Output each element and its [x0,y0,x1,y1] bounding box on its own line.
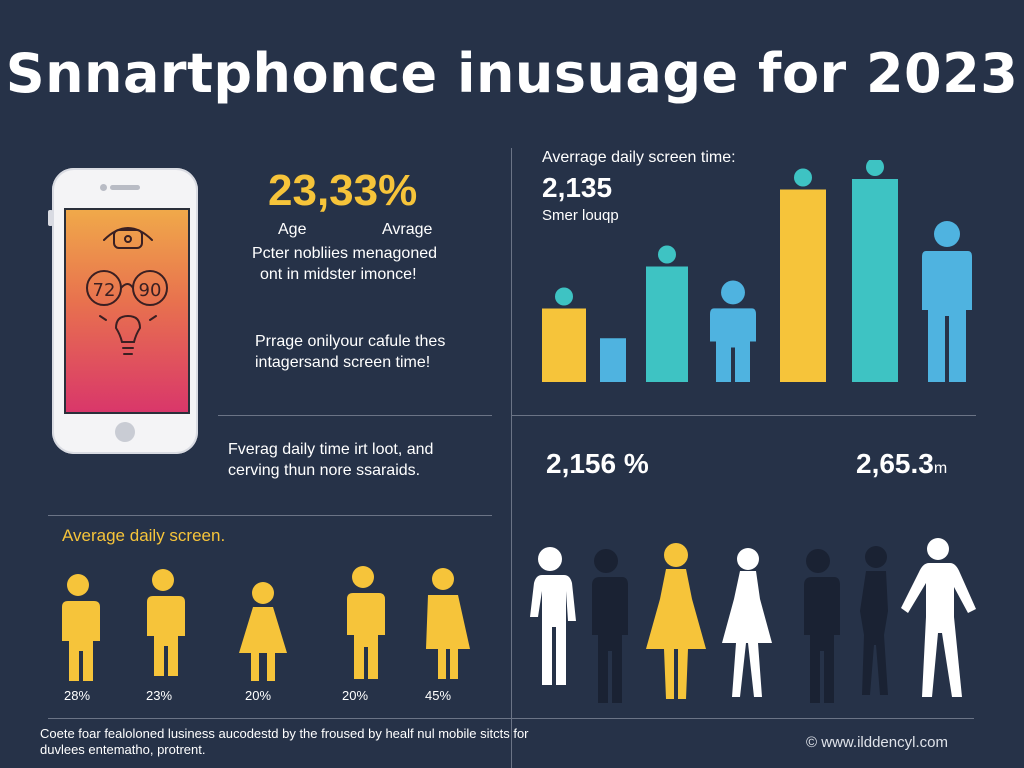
person-icon-4 [347,566,385,679]
footer-line-2: duvlees entematho, protrent. [40,742,206,757]
horizontal-divider-right-mid [512,415,976,416]
phone-number-left: 72 [93,280,116,301]
chart-bar-5 [780,189,826,382]
text-block-3-line-1: Fverag daily time irt loot, and [228,441,434,458]
bar-chart [542,160,972,382]
right-value: 2,135 [542,172,613,203]
chart-bar-2 [600,338,626,382]
people-percent-3: 20% [245,688,272,703]
silhouette-7 [901,538,976,697]
stat-right-unit: m [933,460,948,477]
phone-speaker [110,185,140,190]
chart-person-bar-7 [922,221,972,382]
text-block-2-line-2: intagersand screen time! [255,354,431,371]
silhouette-2 [590,549,628,703]
text-block-1-line-2: ont in midster imonce! [260,266,417,283]
text-block-3-line-2: cerving thun nore ssaraids. [228,462,421,479]
person-icon-2 [147,569,185,676]
phone-screen: 72 90 [64,208,190,414]
right-subtitle: Smer louqp [542,207,619,224]
silhouette-1 [530,547,576,685]
footer-line-1: Coete foar fealoloned lusiness aucodestd… [40,726,529,741]
crowd-silhouettes [530,538,976,703]
people-percent-5: 45% [425,688,452,703]
chart-bar-dot-6 [866,160,884,176]
person-icon-5 [426,568,470,679]
footer-website-text: www.ilddencyl.com [821,734,948,751]
chart-person-bar-4 [710,280,756,382]
silhouette-4 [722,548,772,697]
text-block-1-line-1: Pcter nobliies menagoned [252,245,438,262]
chart-bar-dot-3 [658,245,676,264]
chart-bar-dot-5 [794,168,812,187]
person-icon-1 [62,574,100,681]
person-icon-3 [239,582,287,681]
chart-bar-dot-1 [555,287,573,306]
stat-left: 2,156 % [546,448,649,479]
people-icons [62,566,470,681]
phone-doodle-icons: 72 90 [86,227,168,355]
stat-right: 2,65.3m [856,448,947,480]
horizontal-divider-left-mid [218,415,492,416]
silhouette-3 [646,543,706,699]
people-percent-2: 23% [146,688,173,703]
phone-side-button [48,210,53,226]
people-percent-4: 20% [342,688,369,703]
chart-bar-6 [852,179,898,382]
right-heading: Averrage daily screen time: [542,149,736,166]
label-avrage: Avrage [382,221,433,238]
stat-right-value: 2,65.3 [856,448,934,479]
chart-bar-1 [542,308,586,382]
horizontal-divider-bottom [48,718,974,719]
footer-website: © www.ilddencyl.com [806,734,948,751]
page-title: Snnartphonce inusuage for 2023 [5,42,1019,105]
silhouette-6 [860,546,888,695]
silhouette-5 [802,549,840,703]
text-block-2-line-1: Prrage onilyour cafule thes [255,333,446,350]
label-age: Age [278,221,307,238]
phone-home-button [115,422,135,442]
big-stat-value: 23,33% [268,166,418,215]
phone-illustration: 72 90 [52,168,198,454]
phone-number-right: 90 [139,280,162,301]
chart-bar-3 [646,266,688,382]
people-percent-1: 28% [64,688,91,703]
vertical-divider [511,148,512,768]
copyright-icon: © [806,734,818,751]
people-heading: Average daily screen. [62,526,226,545]
phone-camera [100,184,107,191]
horizontal-divider-left-low [48,515,492,516]
